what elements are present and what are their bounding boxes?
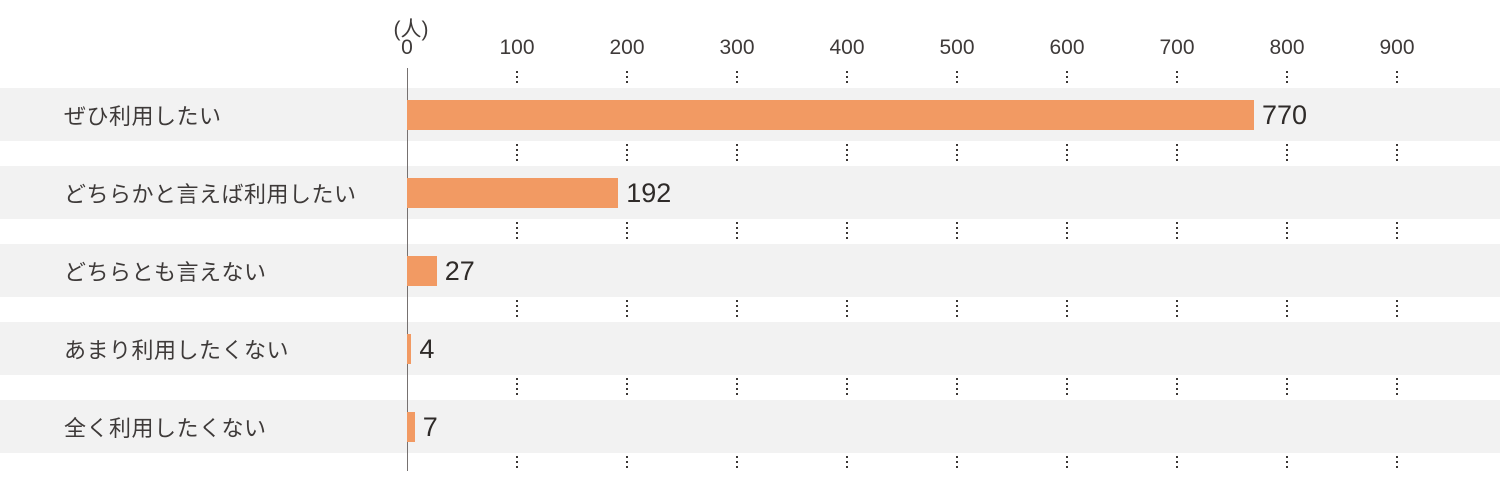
grid-dotted-line	[1176, 378, 1178, 397]
x-tick-label: 100	[499, 36, 535, 59]
grid-dotted-line	[516, 456, 518, 471]
grid-dotted-line	[1176, 300, 1178, 319]
x-tick-label: 600	[1049, 36, 1085, 59]
grid-dotted-line	[626, 456, 628, 471]
grid-dotted-line	[846, 71, 848, 86]
grid-dotted-line	[1286, 222, 1288, 241]
grid-dotted-line	[736, 300, 738, 319]
x-tick-label: 900	[1379, 36, 1415, 59]
grid-dotted-line	[1176, 144, 1178, 163]
grid-dotted-line	[1396, 144, 1398, 163]
grid-dotted-line	[956, 144, 958, 163]
grid-dotted-line	[1286, 300, 1288, 319]
x-tick-label: 200	[609, 36, 645, 59]
grid-dotted-line	[516, 144, 518, 163]
grid-dotted-line	[626, 300, 628, 319]
grid-dotted-line	[1396, 300, 1398, 319]
grid-dotted-line	[1066, 378, 1068, 397]
value-label: 4	[419, 334, 435, 364]
grid-dotted-line	[516, 300, 518, 319]
category-label: どちらとも言えない	[64, 259, 267, 285]
grid-dotted-line	[956, 222, 958, 241]
x-tick-label: 0	[401, 36, 413, 59]
category-label: 全く利用したくない	[64, 415, 267, 441]
grid-dotted-line	[736, 144, 738, 163]
grid-dotted-line	[736, 71, 738, 86]
bar	[407, 334, 412, 364]
grid-dotted-line	[516, 378, 518, 397]
grid-dotted-line	[1176, 71, 1178, 86]
grid-dotted-line	[736, 456, 738, 471]
grid-dotted-line	[1066, 456, 1068, 471]
grid-dotted-line	[1396, 456, 1398, 471]
grid-dotted-line	[626, 144, 628, 163]
value-label: 192	[626, 178, 672, 208]
x-tick-label: 700	[1159, 36, 1195, 59]
x-tick-label: 300	[719, 36, 755, 59]
grid-dotted-line	[1396, 378, 1398, 397]
grid-dotted-line	[516, 71, 518, 86]
bar	[407, 412, 415, 442]
row-band: どちらとも言えない	[0, 244, 1500, 297]
grid-dotted-line	[626, 71, 628, 86]
grid-dotted-line	[1066, 222, 1068, 241]
grid-dotted-line	[846, 378, 848, 397]
category-label: ぜひ利用したい	[64, 103, 222, 129]
value-label: 7	[422, 412, 438, 442]
grid-dotted-line	[1176, 456, 1178, 471]
grid-dotted-line	[626, 378, 628, 397]
row-band: どちらかと言えば利用したい	[0, 166, 1500, 219]
grid-dotted-line	[1066, 300, 1068, 319]
row-band: 全く利用したくない	[0, 400, 1500, 453]
grid-dotted-line	[846, 144, 848, 163]
grid-dotted-line	[1286, 456, 1288, 471]
x-tick-label: 800	[1269, 36, 1305, 59]
grid-dotted-line	[1396, 222, 1398, 241]
x-tick-label: 500	[939, 36, 975, 59]
grid-dotted-line	[1396, 71, 1398, 86]
bar	[407, 178, 619, 208]
grid-dotted-line	[1286, 144, 1288, 163]
grid-dotted-line	[1176, 222, 1178, 241]
grid-dotted-line	[846, 300, 848, 319]
value-label: 27	[444, 256, 475, 286]
category-label: どちらかと言えば利用したい	[64, 181, 357, 207]
grid-dotted-line	[956, 456, 958, 471]
grid-dotted-line	[956, 300, 958, 319]
row-band: あまり利用したくない	[0, 322, 1500, 375]
grid-dotted-line	[846, 456, 848, 471]
grid-dotted-line	[1066, 71, 1068, 86]
grid-dotted-line	[1286, 378, 1288, 397]
grid-dotted-line	[1066, 144, 1068, 163]
grid-dotted-line	[956, 71, 958, 86]
grid-dotted-line	[626, 222, 628, 241]
grid-dotted-line	[736, 222, 738, 241]
axis-unit-label: (人)	[393, 18, 429, 41]
grid-dotted-line	[956, 378, 958, 397]
category-label: あまり利用したくない	[64, 337, 290, 363]
grid-dotted-line	[1286, 71, 1288, 86]
bar	[407, 100, 1254, 130]
grid-dotted-line	[846, 222, 848, 241]
bar	[407, 256, 437, 286]
grid-dotted-line	[736, 378, 738, 397]
grid-dotted-line	[516, 222, 518, 241]
x-tick-label: 400	[829, 36, 865, 59]
value-label: 770	[1262, 100, 1308, 130]
